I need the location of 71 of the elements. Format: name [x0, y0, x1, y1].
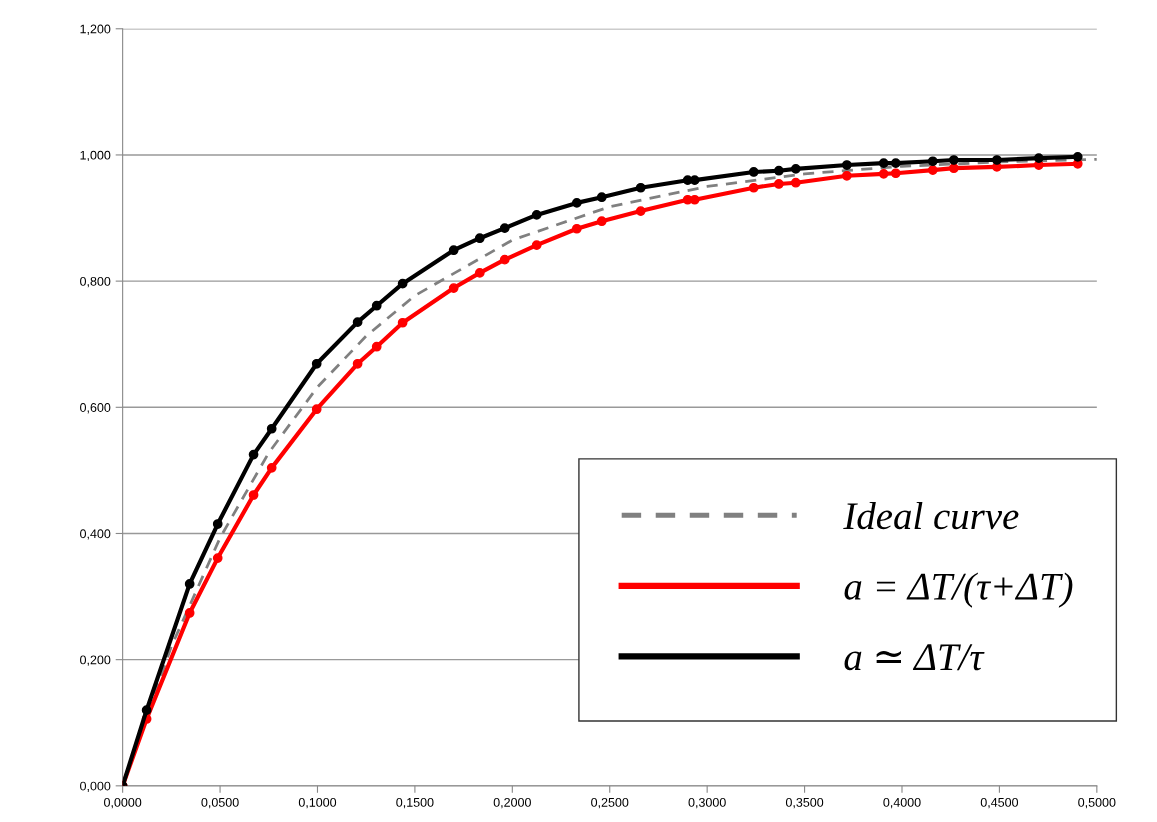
- point: [927, 156, 938, 167]
- y-tick-label: 0,400: [80, 529, 111, 540]
- point: [531, 210, 542, 220]
- x-tick-label: 0,0500: [201, 797, 239, 809]
- x-tick-label: 0,2500: [591, 797, 629, 809]
- legend-label: Ideal curve: [843, 501, 1019, 530]
- point: [571, 223, 582, 234]
- point: [448, 283, 459, 293]
- x-tick-label: 0,5000: [1078, 797, 1116, 809]
- point: [948, 163, 959, 174]
- point: [596, 216, 607, 227]
- y-tick-label: 0,200: [80, 655, 111, 666]
- legend-label: a ≃ ΔT/τ: [844, 644, 985, 671]
- point: [878, 169, 889, 179]
- point: [371, 341, 382, 352]
- legend-label: a = ΔT/(τ+ΔT): [844, 572, 1073, 608]
- point: [635, 206, 646, 216]
- x-tick-label: 0,2000: [493, 797, 531, 809]
- x-tick-label: 0,3000: [688, 797, 726, 809]
- point: [248, 490, 259, 500]
- point: [397, 317, 408, 328]
- point: [311, 358, 322, 369]
- point: [371, 300, 382, 311]
- point: [311, 404, 322, 415]
- point: [266, 423, 277, 434]
- point: [352, 317, 363, 327]
- point: [948, 155, 959, 165]
- point: [352, 358, 363, 369]
- point: [635, 182, 646, 193]
- point: [748, 167, 759, 177]
- x-tick-label: 0,4500: [980, 797, 1019, 809]
- y-tick-label: 0,000: [80, 781, 111, 792]
- point: [992, 155, 1002, 165]
- y-tick-label: 0,600: [80, 403, 111, 414]
- point: [448, 245, 459, 256]
- point: [499, 223, 510, 233]
- point: [773, 179, 784, 189]
- point: [571, 198, 582, 208]
- y-tick-label: 1,000: [80, 150, 111, 162]
- point: [531, 240, 542, 251]
- x-tick-label: 0,1500: [396, 797, 434, 809]
- point: [790, 177, 801, 188]
- y-tick-label: 0,800: [80, 276, 111, 288]
- x-tick-label: 0,4000: [883, 797, 921, 809]
- point: [790, 163, 801, 174]
- point: [184, 608, 195, 618]
- point: [890, 158, 901, 169]
- point: [878, 158, 889, 169]
- point: [474, 233, 485, 244]
- point: [927, 165, 938, 175]
- point: [1033, 153, 1044, 163]
- point: [266, 463, 277, 473]
- x-tick-label: 0,0000: [104, 797, 142, 809]
- point: [212, 519, 223, 529]
- point: [397, 278, 408, 289]
- point: [184, 579, 195, 589]
- point: [212, 553, 223, 563]
- point: [248, 449, 259, 460]
- point: [748, 182, 759, 193]
- point: [141, 705, 152, 715]
- x-tick-label: 0,3500: [785, 797, 824, 809]
- x-tick-label: 0,1000: [298, 797, 337, 809]
- point: [474, 268, 485, 278]
- point: [841, 170, 852, 181]
- point: [890, 168, 901, 179]
- point: [499, 254, 510, 265]
- point: [596, 192, 607, 203]
- y-tick-label: 1,200: [80, 24, 111, 35]
- point: [773, 165, 784, 176]
- point: [1072, 151, 1083, 162]
- point: [841, 160, 852, 170]
